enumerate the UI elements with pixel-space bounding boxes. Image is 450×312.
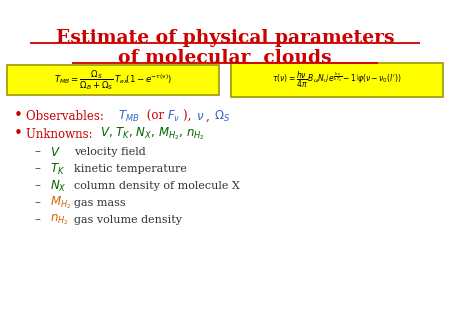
Text: $\mathit{M}_{H_2}$: $\mathit{M}_{H_2}$ — [50, 195, 72, 211]
Text: gas volume density: gas volume density — [74, 215, 182, 225]
Text: of molecular  clouds: of molecular clouds — [118, 49, 332, 67]
Text: $\tau(\nu)=\dfrac{h\nu}{4\pi}\,B_\omega N_u\!\left(e^{\frac{h\nu}{kT_o}}-1\right: $\tau(\nu)=\dfrac{h\nu}{4\pi}\,B_\omega … — [272, 70, 402, 90]
Text: –: – — [34, 145, 40, 158]
Text: Observables:: Observables: — [26, 110, 108, 123]
Text: $\mathit{T}_K$: $\mathit{T}_K$ — [50, 161, 65, 177]
Text: $\mathit{N}_X$: $\mathit{N}_X$ — [50, 178, 67, 193]
Text: Unknowns:: Unknowns: — [26, 128, 96, 140]
Text: –: – — [34, 163, 40, 175]
Text: Estimate of physical parameters: Estimate of physical parameters — [56, 29, 394, 47]
Text: ,: , — [206, 110, 213, 123]
Text: $V$, $T_K$, $N_X$, $M_{H_2}$, $n_{H_2}$: $V$, $T_K$, $N_X$, $M_{H_2}$, $n_{H_2}$ — [100, 126, 205, 142]
Text: $T_{MB}$: $T_{MB}$ — [118, 109, 140, 124]
Text: $\mathit{V}$: $\mathit{V}$ — [50, 145, 61, 158]
Text: (or: (or — [143, 110, 168, 123]
Text: –: – — [34, 213, 40, 227]
Text: velocity field: velocity field — [74, 147, 146, 157]
Text: gas mass: gas mass — [74, 198, 126, 208]
FancyBboxPatch shape — [7, 65, 219, 95]
Text: –: – — [34, 197, 40, 209]
Text: $F_\nu$: $F_\nu$ — [167, 109, 180, 124]
Text: $\mathit{n}_{H_2}$: $\mathit{n}_{H_2}$ — [50, 213, 69, 227]
Text: $\Omega_S$: $\Omega_S$ — [214, 109, 230, 124]
Text: column density of molecule X: column density of molecule X — [74, 181, 240, 191]
Text: –: – — [34, 179, 40, 193]
Text: •: • — [14, 109, 23, 124]
Text: •: • — [14, 126, 23, 142]
Text: kinetic temperature: kinetic temperature — [74, 164, 187, 174]
FancyBboxPatch shape — [231, 63, 443, 97]
Text: $T_{MB}=\dfrac{\Omega_S}{\Omega_B+\Omega_S}\,T_{ex}\!\left(1-e^{-\tau(\nu)}\righ: $T_{MB}=\dfrac{\Omega_S}{\Omega_B+\Omega… — [54, 68, 172, 92]
Text: ),: ), — [183, 110, 195, 123]
Text: $\nu$: $\nu$ — [196, 110, 204, 123]
